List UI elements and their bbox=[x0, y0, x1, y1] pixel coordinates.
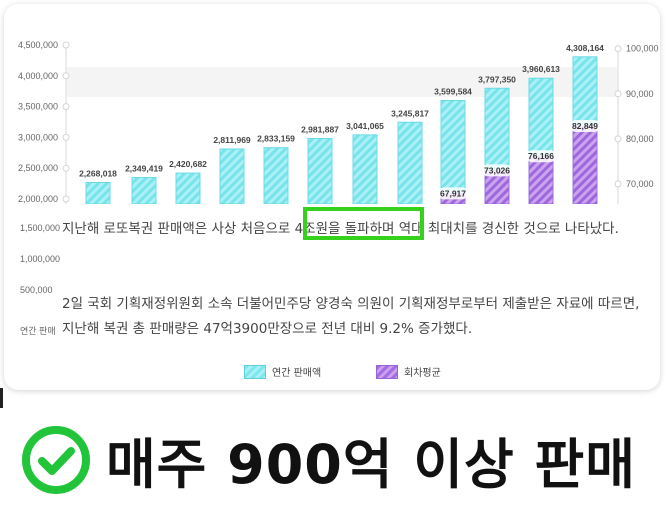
per-draw-average-label: 73,026 bbox=[484, 165, 510, 175]
per-draw-average-bar bbox=[528, 155, 554, 205]
annual-sales-bar bbox=[263, 147, 289, 205]
annual-sales-bar bbox=[85, 181, 111, 205]
right-tick-label: 100,000 bbox=[626, 44, 659, 54]
y-axis-label: 연간 판매 bbox=[20, 326, 56, 336]
legend-swatch-average bbox=[376, 364, 398, 379]
per-draw-average-label-bg bbox=[438, 187, 468, 200]
annual-sales-bar bbox=[131, 176, 157, 205]
annual-sales-label: 2,349,419 bbox=[125, 163, 163, 173]
y-tick-1500000: 1,500,000 bbox=[20, 223, 61, 233]
highlight-box bbox=[303, 207, 424, 240]
check-circle-icon bbox=[22, 425, 90, 494]
per-draw-average-label-bg bbox=[526, 150, 556, 163]
per-draw-average-bar bbox=[572, 125, 598, 205]
annual-sales-bar bbox=[397, 121, 423, 205]
left-tick-dot bbox=[62, 41, 70, 49]
annual-sales-label: 3,599,584 bbox=[434, 86, 472, 96]
screenshot-card: 4,500,000 4,000,000 3,500,000 3,000,000 2,50… bbox=[4, 4, 660, 390]
per-draw-average-label: 76,166 bbox=[528, 151, 554, 161]
annual-sales-label: 3,797,350 bbox=[478, 74, 516, 84]
article-text-overlay bbox=[4, 204, 660, 354]
left-tick-label: 4,000,000 bbox=[18, 71, 58, 81]
article-paragraph-1: 지난해 로또복권 판매액은 사상 처음으로 4조원을 돌파하며 역대 최대치를 … bbox=[62, 221, 619, 237]
right-tick-dot bbox=[614, 45, 622, 53]
legend-label-annual: 연간 판매액 bbox=[272, 368, 322, 379]
annual-sales-bar bbox=[219, 148, 245, 205]
edge-line bbox=[0, 388, 3, 408]
per-draw-average-label: 67,917 bbox=[440, 188, 466, 198]
per-draw-average-label: 82,849 bbox=[572, 121, 598, 131]
caption-text: 매주 900억 이상 판매 bbox=[106, 433, 636, 496]
y-tick-1000000: 1,000,000 bbox=[20, 254, 61, 264]
annual-sales-bar bbox=[352, 134, 378, 205]
per-draw-average-label-bg bbox=[570, 120, 600, 133]
left-tick-label: 2,500,000 bbox=[18, 163, 58, 173]
left-tick-dot bbox=[62, 133, 70, 141]
right-tick-dot bbox=[614, 90, 622, 98]
annual-sales-label: 3,041,065 bbox=[346, 121, 384, 131]
right-tick-label: 90,000 bbox=[626, 89, 654, 99]
legend-label-average: 회차평균 bbox=[404, 368, 441, 379]
left-tick-dot bbox=[62, 164, 70, 172]
legend-annual-sales: 연간 판매액 bbox=[244, 364, 321, 379]
y-tick-500000: 500,000 bbox=[20, 285, 53, 295]
annual-sales-label: 2,981,887 bbox=[301, 125, 339, 135]
annual-sales-label: 2,420,682 bbox=[169, 159, 207, 169]
annual-sales-label: 2,268,018 bbox=[79, 168, 117, 178]
article-paragraph-2: 2일 국회 기획재정위원회 소속 더불어민주당 양경숙 의원이 기획재정부로부터… bbox=[62, 296, 640, 337]
right-tick-dot bbox=[614, 180, 622, 188]
left-tick-label: 4,500,000 bbox=[18, 40, 58, 50]
legend-per-draw-average: 회차평균 bbox=[376, 364, 441, 379]
left-tick-label: 3,000,000 bbox=[18, 132, 58, 142]
legend-swatch-annual bbox=[244, 364, 266, 379]
annual-sales-bar bbox=[440, 99, 466, 205]
annual-sales-bar bbox=[175, 172, 201, 205]
annual-sales-label: 2,811,969 bbox=[213, 135, 251, 145]
left-tick-label: 2,000,000 bbox=[18, 194, 58, 204]
left-tick-dot bbox=[62, 72, 70, 80]
left-tick-dot bbox=[62, 195, 70, 203]
right-tick-label: 70,000 bbox=[626, 179, 654, 189]
grid-band bbox=[66, 67, 618, 97]
annual-sales-label: 2,833,159 bbox=[257, 134, 295, 144]
annual-sales-label: 3,960,613 bbox=[522, 64, 560, 74]
right-tick-dot bbox=[614, 135, 622, 143]
annual-sales-bar bbox=[307, 138, 333, 205]
left-tick-dot bbox=[62, 103, 70, 111]
per-draw-average-label-bg bbox=[482, 164, 512, 177]
left-tick-label: 3,500,000 bbox=[18, 102, 58, 112]
annual-sales-label: 4,308,164 bbox=[566, 43, 604, 53]
annual-sales-label: 3,245,817 bbox=[391, 108, 429, 118]
right-tick-label: 80,000 bbox=[626, 134, 654, 144]
caption: 매주 900억 이상 판매 bbox=[20, 420, 636, 499]
